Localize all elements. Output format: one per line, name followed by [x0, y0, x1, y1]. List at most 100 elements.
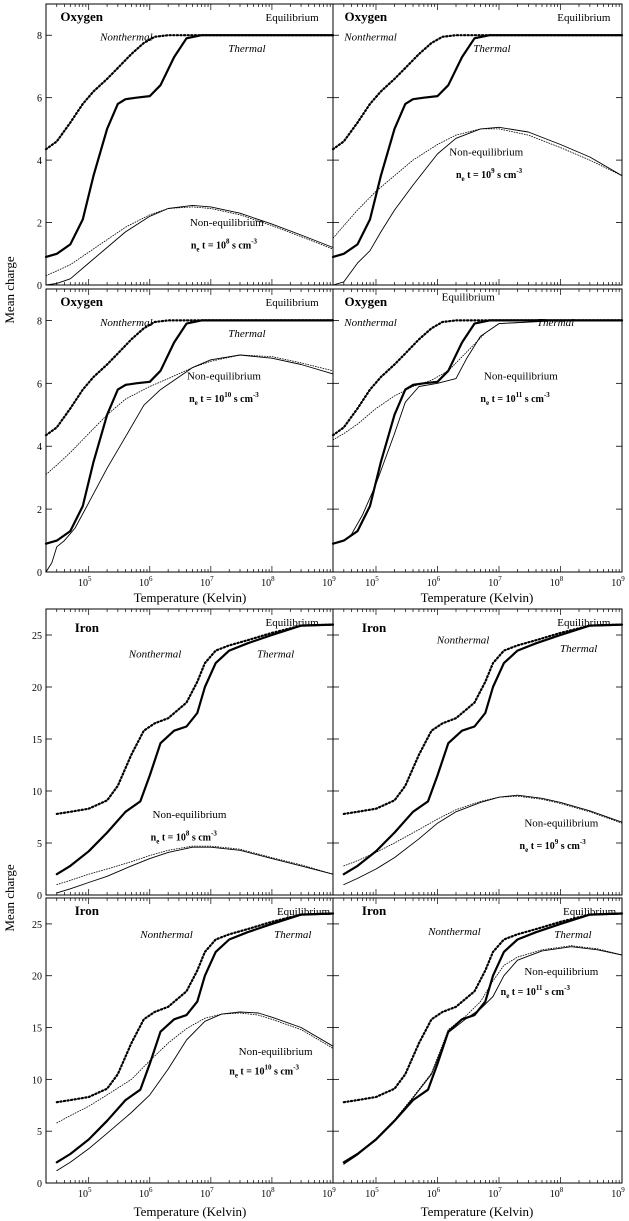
- y-tick-label: 20: [32, 683, 42, 694]
- series-line-thin-solid: [343, 794, 623, 886]
- series-line-thin-solid: [45, 354, 334, 573]
- plot-frame: [332, 897, 623, 1184]
- y-tick-label: 8: [37, 316, 42, 327]
- x-tick-label: 108: [550, 1186, 564, 1200]
- x-tick-label: 108: [550, 575, 564, 589]
- series-line-thin-dotted: [343, 945, 623, 1164]
- series-line-thin-solid: [45, 204, 334, 286]
- chart-panel-6: Iron Equilibrium Nonthermal Thermal Non-equi…: [332, 608, 624, 896]
- x-tick-label: 109: [611, 575, 625, 589]
- nonequilibrium-label: Non-equilibrium: [190, 217, 264, 229]
- x-tick-label: 106: [427, 575, 441, 589]
- x-axis-label-iron-left: Temperature (Kelvin): [134, 1204, 247, 1219]
- series-line-thin-dotted: [332, 320, 623, 441]
- thermal-label: Thermal: [473, 43, 510, 55]
- series-line-thick-dotted: [342, 912, 624, 1104]
- series-line-thin-solid: [332, 126, 623, 286]
- y-tick-label: 10: [32, 1075, 42, 1086]
- x-tick-label: 106: [139, 1186, 153, 1200]
- series-line-thin-solid: [343, 946, 623, 1165]
- series-line-thin-solid: [332, 319, 623, 545]
- element-label: Oxygen: [60, 294, 103, 309]
- plot-frame: [45, 288, 334, 573]
- equilibrium-label: Equilibrium: [265, 12, 319, 24]
- net-value-label: ne t = 109 s cm-3: [520, 838, 587, 854]
- y-tick-label: 6: [37, 94, 42, 105]
- equilibrium-label: Equilibrium: [265, 617, 319, 629]
- y-tick-label: 0: [37, 281, 42, 292]
- series-line-thin-dotted: [343, 795, 623, 867]
- x-tick-label: 109: [322, 575, 336, 589]
- nonthermal-label: Nonthermal: [343, 32, 397, 44]
- x-tick-label: 108: [261, 575, 275, 589]
- series-line-thin-dotted: [332, 128, 623, 239]
- series-line-thin-dotted: [56, 845, 334, 885]
- y-tick-label: 15: [32, 735, 42, 746]
- nonequilibrium-label: Non-equilibrium: [153, 809, 227, 821]
- x-axis-label-oxygen-left: Temperature (Kelvin): [134, 590, 247, 605]
- equilibrium-label: Equilibrium: [557, 617, 611, 629]
- series-line-thick-dotted: [55, 912, 335, 1104]
- element-label: Iron: [362, 903, 387, 918]
- nonequilibrium-label: Non-equilibrium: [524, 817, 598, 829]
- nonthermal-label: Nonthermal: [128, 649, 182, 661]
- thermal-label: Thermal: [274, 929, 311, 941]
- plot-frame: [332, 288, 623, 573]
- nonthermal-label: Nonthermal: [427, 926, 481, 938]
- plot-frame: [332, 3, 623, 286]
- y-tick-label: 4: [37, 156, 42, 167]
- y-tick-label: 25: [32, 631, 42, 642]
- series-line-thin-solid: [56, 1011, 334, 1172]
- x-tick-label: 107: [200, 575, 214, 589]
- x-tick-label: 108: [261, 1186, 275, 1200]
- nonthermal-label: Nonthermal: [139, 929, 193, 941]
- x-tick-label: 105: [78, 1186, 92, 1200]
- equilibrium-label: Equilibrium: [557, 12, 611, 24]
- chart-panel-2: Oxygen Equilibrium Nonthermal Thermal Non-eq…: [331, 3, 624, 286]
- y-tick-label: 0: [37, 891, 42, 902]
- plot-frame: [45, 3, 334, 286]
- element-label: Oxygen: [345, 294, 388, 309]
- x-tick-label: 105: [365, 575, 379, 589]
- x-tick-label: 109: [611, 1186, 625, 1200]
- y-tick-label: 0: [37, 568, 42, 579]
- x-axis-label-iron-right: Temperature (Kelvin): [421, 1204, 534, 1219]
- series-line-thin-solid: [56, 846, 334, 894]
- element-label: Iron: [362, 620, 387, 635]
- x-tick-label: 107: [488, 1186, 502, 1200]
- series-line-thin-dotted: [45, 206, 334, 276]
- y-tick-label: 6: [37, 379, 42, 390]
- series-line-thick-dotted: [331, 319, 624, 437]
- equilibrium-label: Equilibrium: [277, 906, 331, 918]
- thermal-label: Thermal: [537, 317, 574, 329]
- y-axis-label-oxygen: Mean charge: [2, 256, 17, 323]
- net-value-label: ne t = 1010 s cm-3: [189, 391, 259, 407]
- y-tick-label: 5: [37, 839, 42, 850]
- y-tick-label: 8: [37, 31, 42, 42]
- element-label: Iron: [75, 903, 100, 918]
- x-tick-label: 105: [365, 1186, 379, 1200]
- series-line-thick-dotted: [55, 623, 335, 815]
- x-tick-label: 107: [200, 1186, 214, 1200]
- series-line-thick-solid: [55, 912, 335, 1164]
- series-line-thick-dotted: [44, 319, 335, 437]
- series-line-thick-dotted: [331, 34, 624, 151]
- series-line-thin-dotted: [45, 354, 334, 475]
- series-line-thick-dotted: [342, 623, 624, 815]
- x-tick-label: 109: [322, 1186, 336, 1200]
- y-tick-label: 25: [32, 920, 42, 931]
- y-tick-label: 10: [32, 787, 42, 798]
- thermal-label: Thermal: [554, 929, 591, 941]
- thermal-label: Thermal: [560, 643, 597, 655]
- net-value-label: ne t = 109 s cm-3: [456, 167, 523, 183]
- y-tick-label: 15: [32, 1024, 42, 1035]
- chart-panel-7: 0 5 10 15 20 25 105 106 107 108 109 Iron Equilibrium…: [32, 897, 336, 1200]
- element-label: Oxygen: [345, 9, 388, 24]
- equilibrium-label: Equilibrium: [265, 297, 319, 309]
- nonthermal-label: Nonthermal: [343, 317, 397, 329]
- series-line-thick-solid: [342, 912, 624, 1164]
- net-value-label: ne t = 1010 s cm-3: [229, 1064, 299, 1080]
- net-value-label: ne t = 1011 s cm-3: [480, 391, 550, 407]
- y-tick-label: 2: [37, 219, 42, 230]
- y-tick-label: 2: [37, 505, 42, 516]
